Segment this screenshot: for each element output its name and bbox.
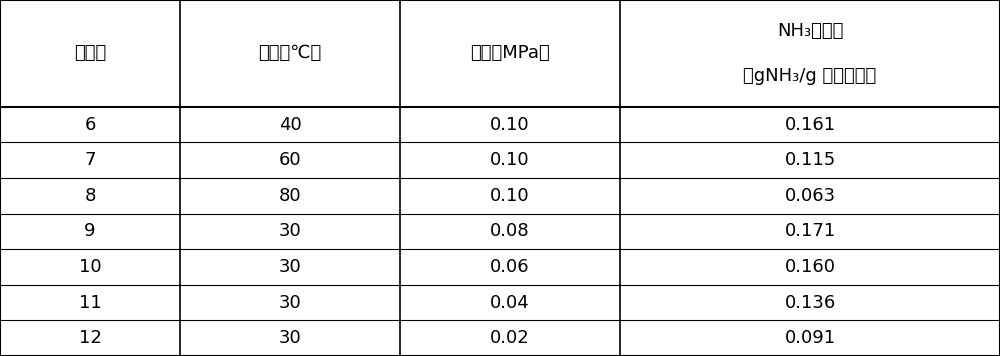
Text: 30: 30 <box>279 329 301 347</box>
Text: 40: 40 <box>279 116 301 134</box>
Text: 0.10: 0.10 <box>490 187 530 205</box>
Text: 0.063: 0.063 <box>784 187 836 205</box>
Text: 0.10: 0.10 <box>490 116 530 134</box>
Text: 温度（℃）: 温度（℃） <box>258 44 322 62</box>
Text: 11: 11 <box>79 294 101 312</box>
Text: 0.02: 0.02 <box>490 329 530 347</box>
Text: 0.08: 0.08 <box>490 222 530 240</box>
Text: 8: 8 <box>84 187 96 205</box>
Text: 0.171: 0.171 <box>784 222 836 240</box>
Text: 0.10: 0.10 <box>490 151 530 169</box>
Text: 0.160: 0.160 <box>784 258 836 276</box>
Text: 30: 30 <box>279 258 301 276</box>
Text: （gNH₃/g 离子液体）: （gNH₃/g 离子液体） <box>743 67 877 85</box>
Text: 60: 60 <box>279 151 301 169</box>
Text: 9: 9 <box>84 222 96 240</box>
Text: 10: 10 <box>79 258 101 276</box>
Text: 压力（MPa）: 压力（MPa） <box>470 44 550 62</box>
Text: 30: 30 <box>279 294 301 312</box>
Text: 实施例: 实施例 <box>74 44 106 62</box>
Text: 0.06: 0.06 <box>490 258 530 276</box>
Text: 80: 80 <box>279 187 301 205</box>
Text: 0.04: 0.04 <box>490 294 530 312</box>
Text: 6: 6 <box>84 116 96 134</box>
Text: 0.136: 0.136 <box>784 294 836 312</box>
Text: 0.115: 0.115 <box>784 151 836 169</box>
Text: 30: 30 <box>279 222 301 240</box>
Text: NH₃吸收量: NH₃吸收量 <box>777 22 843 40</box>
Text: 0.161: 0.161 <box>784 116 836 134</box>
Text: 7: 7 <box>84 151 96 169</box>
Text: 12: 12 <box>79 329 101 347</box>
Text: 0.091: 0.091 <box>784 329 836 347</box>
